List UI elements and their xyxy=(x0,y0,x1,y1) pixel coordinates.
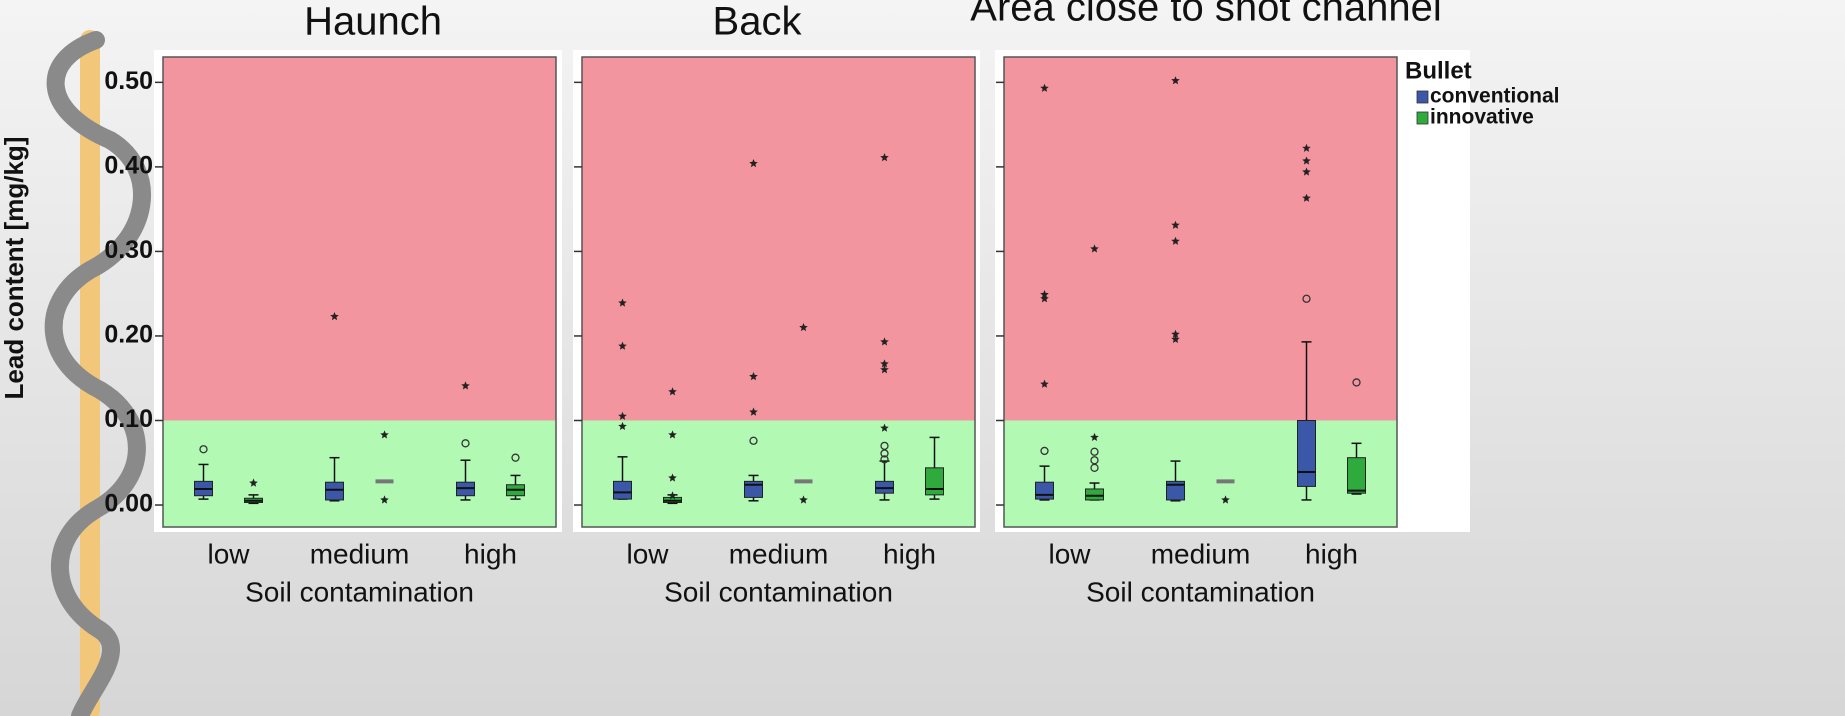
extreme xyxy=(1171,329,1180,338)
x-tick-label: high xyxy=(1305,538,1358,569)
extreme xyxy=(880,153,889,162)
extreme xyxy=(618,298,627,307)
above-threshold-zone xyxy=(163,57,556,421)
extreme xyxy=(1302,143,1311,152)
y-tick-label: 0.20 xyxy=(104,321,153,349)
extreme xyxy=(1040,290,1049,299)
x-axis-label: Soil contamination xyxy=(664,576,893,607)
box xyxy=(1166,480,1185,501)
box xyxy=(925,467,944,496)
extreme xyxy=(749,407,758,416)
x-tick-label: low xyxy=(207,538,250,569)
panel-title: Back xyxy=(713,0,803,44)
extreme xyxy=(880,337,889,346)
x-tick-label: medium xyxy=(1151,538,1251,569)
y-tick-label: 0.10 xyxy=(104,405,153,433)
box xyxy=(1085,488,1104,501)
extreme xyxy=(1171,236,1180,245)
legend-swatch xyxy=(1416,90,1429,104)
extreme xyxy=(618,421,627,430)
x-tick-label: low xyxy=(626,538,669,569)
y-axis-label: Lead content [mg/kg] xyxy=(0,137,29,400)
extreme xyxy=(799,323,808,332)
extreme xyxy=(668,473,677,482)
box xyxy=(613,480,632,500)
legend-label: conventional xyxy=(1430,85,1560,108)
outlier xyxy=(880,455,889,464)
extreme xyxy=(1090,244,1099,253)
extreme xyxy=(1171,334,1180,343)
extreme xyxy=(249,478,258,487)
box xyxy=(1297,419,1316,487)
y-tick-label: 0.40 xyxy=(104,152,153,180)
outlier xyxy=(461,439,470,448)
legend-label: innovative xyxy=(1430,106,1534,129)
x-tick-label: medium xyxy=(310,538,410,569)
extreme xyxy=(1302,193,1311,202)
extreme xyxy=(618,341,627,350)
extreme xyxy=(880,423,889,432)
extreme xyxy=(1040,294,1049,303)
outlier xyxy=(1090,463,1099,472)
extreme xyxy=(668,387,677,396)
extreme xyxy=(1171,220,1180,229)
outlier xyxy=(1090,447,1099,456)
outlier xyxy=(749,436,758,445)
x-axis-label: Soil contamination xyxy=(1086,576,1315,607)
extreme xyxy=(1090,432,1099,441)
above-threshold-zone xyxy=(1004,57,1397,421)
extreme xyxy=(1040,83,1049,92)
extreme xyxy=(380,430,389,439)
below-threshold-zone xyxy=(1004,420,1397,527)
below-threshold-zone xyxy=(582,420,975,527)
y-tick-label: 0.50 xyxy=(104,67,153,95)
outlier xyxy=(880,449,889,458)
y-tick-label: 0.00 xyxy=(104,490,153,518)
legend-title: Bullet xyxy=(1405,57,1472,84)
box xyxy=(1035,481,1054,500)
extreme xyxy=(380,495,389,504)
extreme xyxy=(1302,156,1311,165)
extreme xyxy=(749,372,758,381)
x-tick-label: low xyxy=(1048,538,1091,569)
outlier xyxy=(199,445,208,454)
staff-logo xyxy=(44,30,151,716)
x-axis-label: Soil contamination xyxy=(245,576,474,607)
outlier xyxy=(511,453,520,462)
box xyxy=(325,481,344,501)
extreme xyxy=(330,312,339,321)
extreme xyxy=(668,491,677,500)
below-threshold-zone xyxy=(163,420,556,527)
x-tick-label: high xyxy=(464,538,517,569)
x-tick-label: high xyxy=(883,538,936,569)
legend-swatch xyxy=(1416,111,1429,125)
outlier xyxy=(1302,294,1311,303)
extreme xyxy=(1302,167,1311,176)
plot-border xyxy=(581,56,976,528)
box xyxy=(1347,457,1366,494)
extreme xyxy=(880,359,889,368)
panel-title: Area close to shot channel xyxy=(970,0,1441,30)
extreme xyxy=(1040,379,1049,388)
extreme xyxy=(618,411,627,420)
plot-border xyxy=(162,56,557,528)
above-threshold-zone xyxy=(582,57,975,421)
plot-border xyxy=(1003,56,1398,528)
outlier xyxy=(1352,378,1361,387)
extreme xyxy=(1171,76,1180,85)
outlier xyxy=(1040,446,1049,456)
panel-title: Haunch xyxy=(304,0,442,44)
extreme xyxy=(461,381,470,390)
extreme xyxy=(1221,495,1230,504)
extreme xyxy=(880,365,889,374)
extreme xyxy=(749,159,758,168)
x-tick-label: medium xyxy=(729,538,829,569)
y-tick-label: 0.30 xyxy=(104,236,153,264)
extreme xyxy=(799,495,808,504)
extreme xyxy=(668,430,677,439)
